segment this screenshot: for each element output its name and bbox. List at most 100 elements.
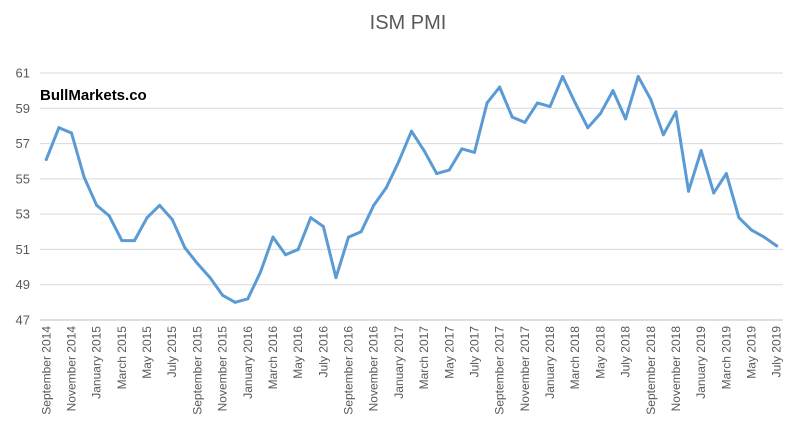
data-point [120, 239, 124, 243]
x-tick-label: May 2018 [593, 326, 607, 379]
data-point [284, 253, 288, 257]
data-point [750, 228, 754, 232]
data-point [158, 203, 162, 207]
x-tick-label: May 2017 [442, 326, 456, 379]
data-point [422, 149, 426, 153]
x-tick-label: November 2015 [216, 326, 230, 412]
data-point [674, 110, 678, 114]
data-point [712, 191, 716, 195]
data-point [410, 129, 413, 133]
data-point [221, 293, 225, 297]
data-point [598, 112, 602, 116]
series-layer [44, 75, 779, 304]
x-tick-label: March 2017 [417, 326, 431, 390]
x-tick-label: November 2014 [64, 326, 78, 412]
data-point [309, 216, 313, 220]
x-tick-label: July 2019 [770, 326, 784, 378]
data-point [724, 172, 728, 176]
data-point [296, 247, 300, 251]
data-point [649, 97, 653, 101]
data-point [170, 217, 174, 221]
data-point [246, 297, 250, 301]
x-tick-label: May 2015 [140, 326, 154, 379]
watermark-text: BullMarkets.co [40, 87, 147, 104]
y-tick-label: 49 [16, 277, 30, 292]
x-tick-label: March 2016 [266, 326, 280, 390]
data-point [321, 224, 325, 228]
data-point [82, 175, 86, 179]
x-tick-label: September 2017 [493, 326, 507, 415]
data-point [611, 89, 615, 93]
x-tick-label: March 2019 [719, 326, 733, 390]
data-point [359, 230, 363, 234]
chart-title: ISM PMI [370, 12, 447, 34]
x-tick-label: November 2018 [669, 326, 683, 412]
x-tick-label: September 2014 [39, 326, 53, 415]
data-point [699, 149, 703, 153]
y-tick-label: 61 [16, 66, 30, 81]
x-tick-label: January 2018 [543, 326, 557, 399]
x-tick-label: July 2016 [316, 326, 330, 378]
data-point [573, 101, 577, 105]
data-point [687, 189, 691, 193]
y-tick-label: 47 [16, 313, 30, 328]
data-point [624, 117, 628, 121]
data-point [460, 147, 464, 151]
data-point [498, 85, 502, 89]
x-tick-label: September 2018 [644, 326, 658, 415]
x-tick-label: May 2016 [291, 326, 305, 379]
data-point [334, 276, 338, 280]
y-tick-label: 55 [16, 171, 30, 186]
x-tick-label: January 2016 [241, 326, 255, 399]
data-point [472, 150, 476, 154]
data-point [347, 235, 351, 239]
x-tick-label: January 2017 [392, 326, 406, 399]
x-tick-label: July 2015 [165, 326, 179, 378]
data-point [271, 235, 275, 239]
data-point [586, 126, 590, 130]
data-point [435, 172, 439, 176]
x-tick-label: November 2017 [518, 326, 532, 412]
x-tick-label: January 2019 [694, 326, 708, 399]
data-point [195, 262, 199, 266]
data-point [510, 115, 514, 119]
data-point [636, 75, 640, 79]
y-axis-ticks: 47 49 51 53 55 57 59 61 [16, 66, 30, 328]
data-point [737, 216, 741, 220]
data-point [69, 131, 73, 135]
x-tick-label: March 2015 [115, 326, 129, 390]
x-axis-ticks: September 2014 November 2014 January 2015 M… [39, 326, 783, 415]
data-point [775, 244, 779, 248]
data-point [548, 105, 552, 109]
x-tick-label: March 2018 [568, 326, 582, 390]
data-point [372, 203, 376, 207]
data-point [208, 276, 212, 280]
y-tick-label: 59 [16, 101, 30, 116]
data-point [95, 203, 99, 207]
data-point [561, 75, 565, 79]
y-tick-label: 53 [16, 207, 30, 222]
x-tick-label: November 2016 [367, 326, 381, 412]
data-point [384, 186, 388, 190]
x-tick-label: September 2015 [190, 326, 204, 415]
data-point [447, 168, 451, 172]
x-tick-label: September 2016 [342, 326, 356, 415]
data-point [485, 101, 489, 105]
x-tick-label: July 2018 [619, 326, 633, 378]
data-point [183, 246, 187, 250]
gridlines [40, 72, 783, 321]
data-point [132, 239, 136, 243]
x-tick-label: July 2017 [467, 326, 481, 378]
data-point [523, 120, 527, 124]
x-tick-label: May 2019 [745, 326, 759, 379]
y-tick-label: 51 [16, 242, 30, 257]
data-point [57, 126, 61, 130]
x-tick-label: January 2015 [90, 326, 104, 399]
data-point [535, 101, 539, 105]
data-point [107, 214, 111, 218]
data-point [258, 270, 262, 274]
data-point [397, 159, 401, 163]
data-point [661, 133, 665, 137]
